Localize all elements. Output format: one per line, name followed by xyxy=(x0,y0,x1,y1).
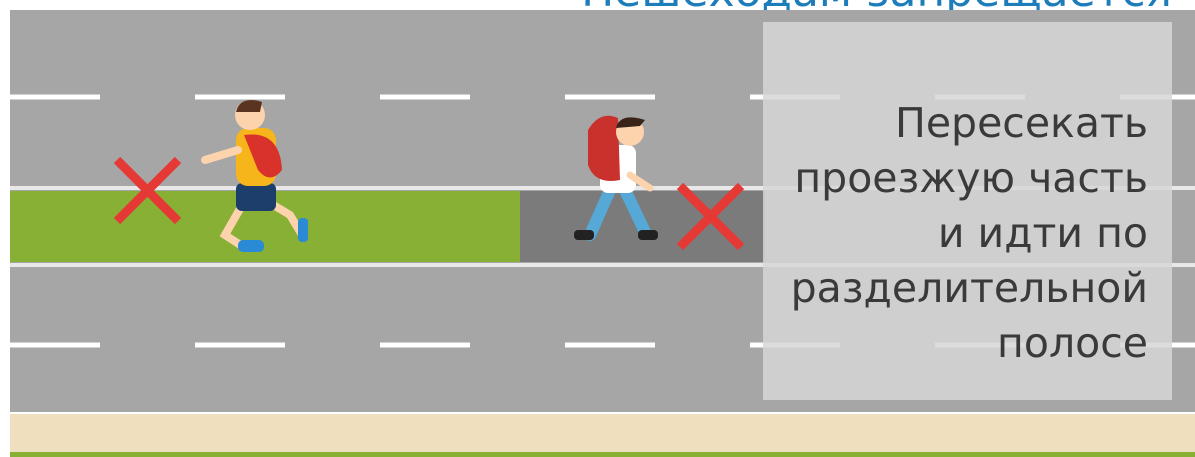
panel-line: полосе xyxy=(997,319,1148,367)
panel-line: Пересекать xyxy=(895,99,1148,147)
grass-edge xyxy=(10,452,1195,457)
panel-line: проезжую часть xyxy=(794,154,1148,202)
sidewalk xyxy=(10,414,1195,452)
panel-line: разделительной xyxy=(791,264,1148,312)
panel-line: и идти по xyxy=(938,209,1148,257)
scene: Пешеходам запрещается Пе xyxy=(0,0,1195,457)
